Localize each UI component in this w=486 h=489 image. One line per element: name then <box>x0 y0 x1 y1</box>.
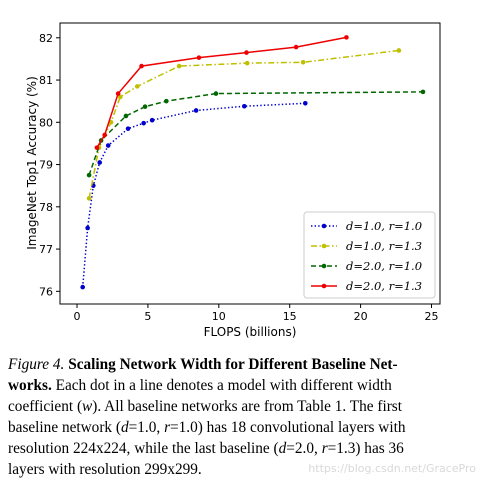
data-point <box>142 104 148 109</box>
series-layer <box>80 35 426 290</box>
series-line <box>81 102 306 288</box>
caption-figure-number: Figure 4. <box>8 356 65 373</box>
data-point <box>242 103 247 109</box>
x-tick-label: 10 <box>212 310 226 323</box>
caption-var-d2: d <box>278 440 287 457</box>
data-point <box>94 145 100 150</box>
data-point <box>176 63 182 69</box>
legend-label: d=2.0, r=1.0 <box>346 259 422 273</box>
data-point <box>420 89 426 95</box>
series-line <box>88 91 423 176</box>
y-ticks: 76 77 78 79 80 81 82 <box>39 32 60 298</box>
caption-line-2-post: ). All baseline networks are from Table … <box>92 398 402 415</box>
caption-var-w: w <box>82 398 93 415</box>
x-ticks: 0 5 10 15 20 25 <box>74 304 438 323</box>
caption-var-r1: r <box>164 419 171 436</box>
caption-line-5: layers with resolution 299x299. <box>8 461 202 478</box>
series-line <box>96 36 347 149</box>
legend-label: d=1.0, r=1.3 <box>346 239 422 253</box>
data-point <box>123 113 129 119</box>
legend-box <box>303 211 436 299</box>
caption-line-4-post: =1.3) has 36 <box>327 440 404 457</box>
y-tick-label: 79 <box>39 159 53 172</box>
legend-label: d=2.0, r=1.3 <box>346 279 422 293</box>
data-point <box>141 120 146 126</box>
legend-marker <box>321 263 327 269</box>
y-axis-title: ImageNet Top1 Accuracy (%) <box>25 76 39 250</box>
data-point <box>105 143 111 148</box>
x-axis-title: FLOPS (billions) <box>204 325 297 339</box>
legend: d=1.0, r=1.0 d=1.0, r=1.3 d=2.0, r=1.0 d=2.… <box>303 211 436 299</box>
caption-line-4-pre: resolution 224x224, while the last basel… <box>8 440 279 457</box>
data-point <box>396 48 402 53</box>
y-tick-label: 78 <box>39 201 53 214</box>
data-point <box>213 91 219 96</box>
data-point <box>244 50 249 55</box>
data-point <box>115 91 121 96</box>
data-point <box>125 126 131 131</box>
caption-line-2-pre: coefficient ( <box>8 398 83 415</box>
y-tick-label: 76 <box>39 285 53 298</box>
legend-marker <box>321 283 327 289</box>
data-point <box>300 59 306 65</box>
x-tick-label: 25 <box>424 310 438 323</box>
x-tick-label: 15 <box>283 310 297 323</box>
data-point <box>134 84 140 89</box>
data-point <box>193 108 199 113</box>
y-tick-label: 80 <box>39 116 53 129</box>
data-point <box>293 44 299 50</box>
caption-title: Scaling Network Width for Different Base… <box>68 356 398 373</box>
series-3 <box>86 89 426 178</box>
x-tick-label: 5 <box>144 310 151 323</box>
caption-line-1: Each dot in a line denotes a model with … <box>55 377 392 394</box>
caption-title-tail: works. <box>8 377 52 394</box>
caption-line-3: baseline network ( <box>8 419 121 436</box>
data-point <box>86 172 92 178</box>
y-tick-label: 77 <box>39 243 53 256</box>
caption-line-3-mid1: =1.0, <box>128 419 165 436</box>
data-point <box>344 35 349 40</box>
chart: 0 5 10 15 20 25 76 77 78 79 80 81 82 FLOPS (billion… <box>25 22 441 339</box>
y-tick-label: 82 <box>39 32 53 45</box>
data-point <box>102 132 107 138</box>
caption-line-4-mid1: =2.0, <box>286 440 322 457</box>
y-tick-label: 81 <box>39 74 53 87</box>
plot-frame <box>59 22 441 305</box>
data-point <box>302 100 308 106</box>
data-point <box>86 196 92 201</box>
x-tick-label: 20 <box>354 310 368 323</box>
series-2 <box>86 48 402 201</box>
data-point <box>97 160 103 165</box>
watermark: https://blog.csdn.net/GracePro <box>308 462 476 475</box>
x-tick-label: 0 <box>74 310 81 323</box>
data-point <box>139 63 144 69</box>
caption-var-r2: r <box>321 440 328 457</box>
caption-line-3-mid2: =1.0) has 18 convolutional layers with <box>170 419 406 436</box>
legend-marker <box>321 223 327 229</box>
data-point <box>117 94 123 100</box>
legend-marker <box>321 243 327 249</box>
figure-caption: Figure 4. Scaling Network Width for Diff… <box>8 354 478 480</box>
data-point <box>196 55 202 60</box>
legend-label: d=1.0, r=1.0 <box>346 219 422 233</box>
series-1 <box>80 100 308 290</box>
data-point <box>149 117 155 123</box>
data-point <box>85 225 90 231</box>
data-point <box>80 284 85 290</box>
series-4 <box>94 35 349 150</box>
data-point <box>244 60 250 66</box>
data-point <box>164 98 169 104</box>
caption-var-d1: d <box>121 419 129 436</box>
